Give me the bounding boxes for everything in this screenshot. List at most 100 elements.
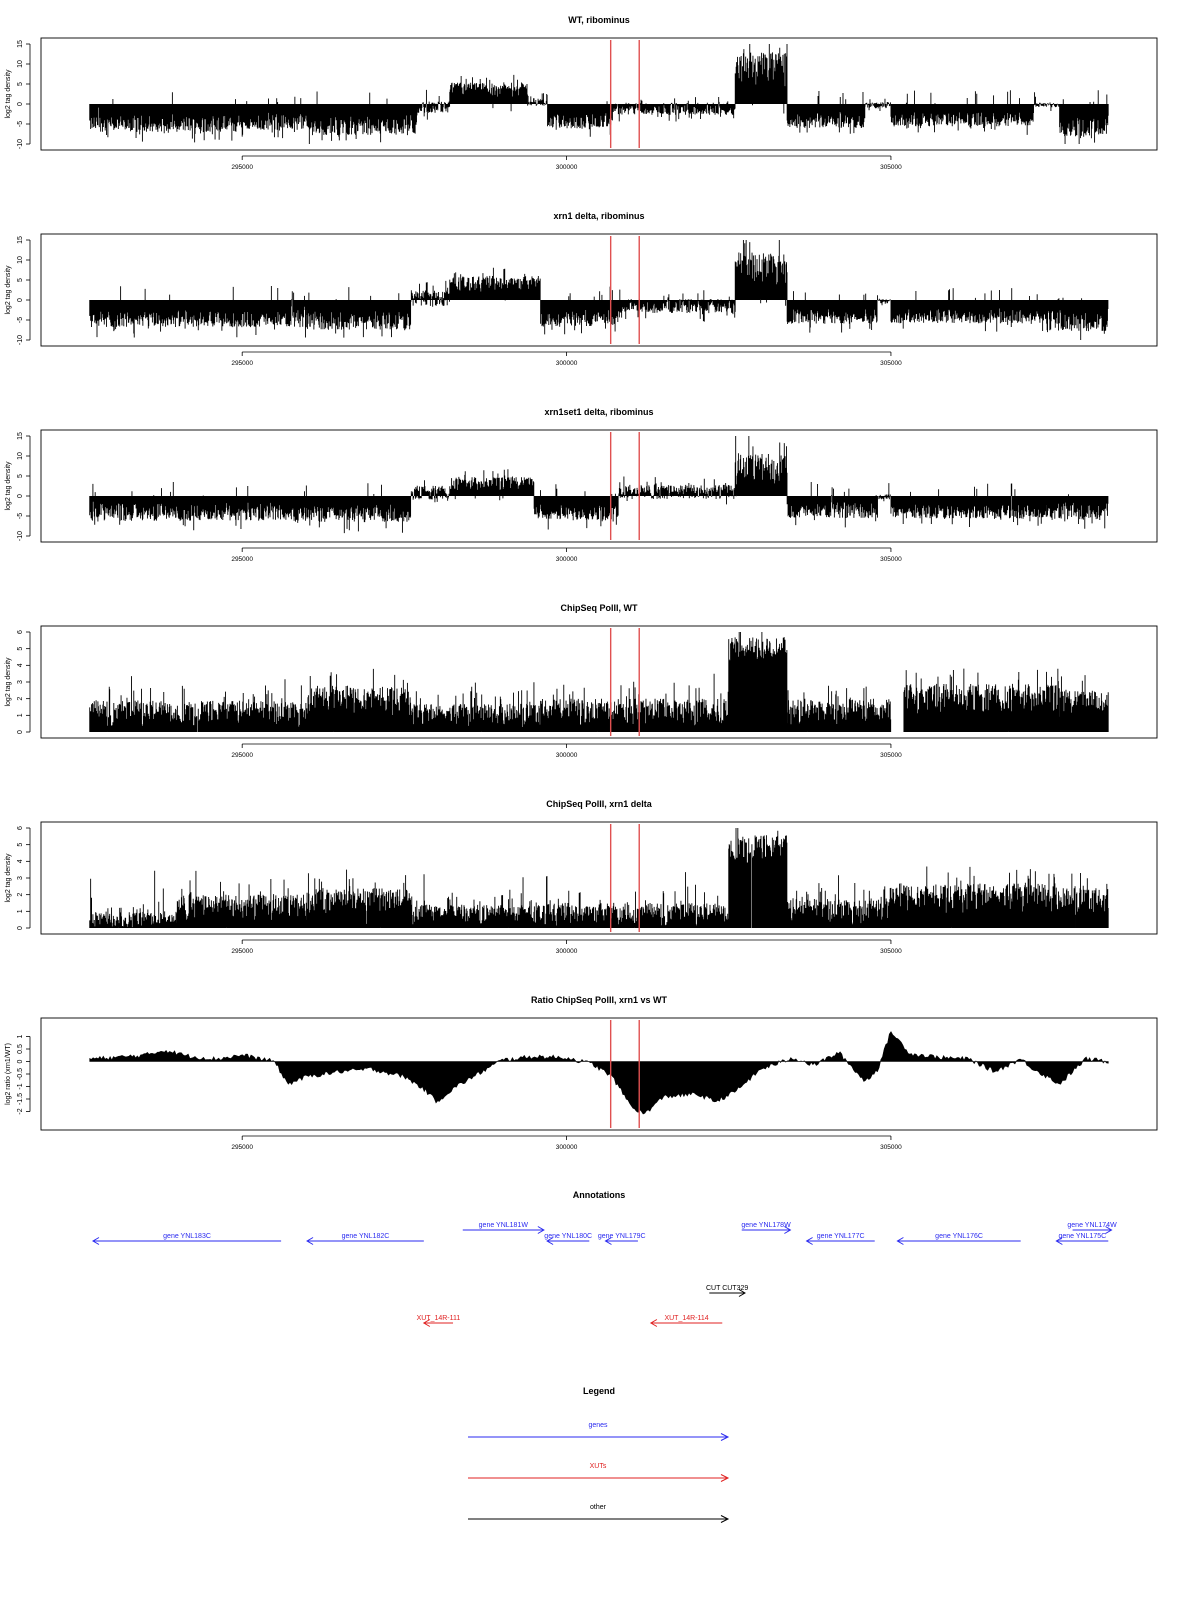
y-tick-label: 10 (17, 60, 24, 68)
y-tick-label: 3 (17, 876, 24, 880)
y-tick-label: -5 (17, 317, 24, 323)
x-tick-label: 300000 (556, 1144, 578, 1151)
chart-panel-1: WT, ribominus log2 tag density -10 -5 0 5 10 15… (5, 15, 1158, 171)
y-axis-label: log2 tag density (5, 265, 12, 315)
x-tick-label: 305000 (880, 360, 902, 367)
y-tick-label: 15 (17, 236, 24, 244)
annotations-panel: Annotations gene YNL183C gene YNL182C gene … (91, 1190, 1117, 1327)
arrow-icon (805, 1237, 813, 1245)
arrow-icon (720, 1433, 730, 1441)
data-series (89, 44, 1109, 144)
x-tick-label: 295000 (231, 360, 253, 367)
feature-label: gene YNL174W (1067, 1222, 1117, 1229)
annotation-feature: gene YNL176C (896, 1233, 1021, 1245)
plot-frame (40, 429, 1158, 543)
data-series (89, 436, 1109, 534)
arrow-icon (896, 1237, 904, 1245)
y-tick-label: -5 (17, 513, 24, 519)
y-tick-label: -10 (17, 139, 24, 149)
arrow-icon (784, 1226, 792, 1234)
chart-title: ChipSeq PolII, xrn1 delta (546, 799, 653, 809)
data-segment-7 (734, 436, 788, 497)
chart-title: xrn1 delta, ribominus (553, 211, 644, 221)
data-segment-2 (241, 96, 308, 139)
y-tick-label: -1 (17, 1083, 24, 1089)
arrow-icon (537, 1226, 545, 1234)
y-tick-label: 0 (17, 1059, 24, 1063)
y-tick-label: -2 (17, 1108, 24, 1114)
arrow-icon (720, 1515, 730, 1523)
data-segment-8 (890, 866, 1060, 928)
data-segment-3 (306, 91, 418, 144)
y-tick-label: 4 (17, 663, 24, 667)
x-tick-label: 300000 (556, 556, 578, 563)
x-tick-label: 305000 (880, 556, 902, 563)
annotation-feature: gene YNL179C (598, 1233, 646, 1245)
data-segment-2 (306, 287, 412, 338)
x-tick-label: 300000 (556, 752, 578, 759)
data-segment-4 (540, 673, 730, 732)
arrow-icon (91, 1237, 100, 1245)
arrow-icon (604, 1237, 612, 1245)
plot-frame (40, 821, 1158, 935)
x-tick-label: 300000 (556, 360, 578, 367)
chart-title: Ratio ChipSeq PolII, xrn1 vs WT (531, 995, 668, 1005)
annotation-feature: gene YNL178W (741, 1222, 792, 1234)
data-segment-8 (786, 291, 878, 333)
y-tick-label: 0 (17, 102, 24, 106)
y-tick-label: -1.5 (17, 1093, 24, 1105)
data-series (89, 632, 1109, 732)
feature-label: gene YNL181W (479, 1222, 529, 1229)
arrow-icon (1105, 1226, 1113, 1234)
data-segment-3 (410, 682, 541, 732)
y-tick-label: -5 (17, 121, 24, 127)
data-segment-7 (786, 875, 892, 928)
y-tick-label: 10 (17, 256, 24, 264)
y-tick-label: 5 (17, 647, 24, 651)
data-series (89, 240, 1109, 340)
y-tick-label: -10 (17, 335, 24, 345)
x-tick-label: 305000 (880, 164, 902, 171)
y-tick-label: 10 (17, 452, 24, 460)
data-segment-2 (306, 483, 412, 534)
y-axis-label: log2 tag density (5, 853, 12, 903)
data-segment-3 (410, 480, 450, 503)
chart-title: ChipSeq PolII, WT (561, 603, 638, 613)
data-segment-1 (89, 286, 308, 338)
y-axis-label: log2 tag density (5, 657, 12, 707)
feature-label: gene YNL182C (342, 1233, 390, 1240)
arrow-icon (738, 1289, 746, 1297)
y-tick-label: 1 (17, 909, 24, 913)
x-tick-label: 295000 (231, 556, 253, 563)
annotation-feature: gene YNL182C (306, 1233, 424, 1245)
x-tick-label: 300000 (556, 948, 578, 955)
x-tick-label: 305000 (880, 1144, 902, 1151)
data-segment-9 (1059, 873, 1109, 928)
legend-item: other (468, 1504, 730, 1523)
y-tick-label: 5 (17, 843, 24, 847)
y-axis-label: log2 tag density (5, 69, 12, 119)
data-segment-1 (89, 482, 308, 531)
plot-frame (40, 1017, 1158, 1131)
y-tick-label: -10 (17, 531, 24, 541)
data-segment-8 (611, 97, 736, 122)
data-segment-1 (89, 870, 178, 928)
chart-title: xrn1set1 delta, ribominus (544, 407, 653, 417)
y-tick-label: 1 (17, 713, 24, 717)
data-segment-2 (306, 668, 412, 732)
data-segment-14 (1059, 90, 1109, 144)
feature-label: gene YNL180C (544, 1233, 592, 1240)
annotation-feature: gene YNL177C (805, 1233, 875, 1245)
x-tick-label: 295000 (231, 948, 253, 955)
data-segment-7 (546, 95, 613, 137)
data-segment-5 (540, 872, 730, 928)
data-segment-8 (786, 482, 878, 528)
data-segment-6 (527, 93, 548, 106)
y-axis-label: log2 ratio (xrn1/WT) (5, 1043, 12, 1105)
y-tick-label: 2 (17, 893, 24, 897)
data-segment-3 (410, 280, 450, 307)
x-tick-label: 295000 (231, 752, 253, 759)
legend-item: genes (468, 1422, 730, 1441)
data-segment-1 (89, 92, 243, 143)
data-segment-4 (416, 89, 451, 120)
